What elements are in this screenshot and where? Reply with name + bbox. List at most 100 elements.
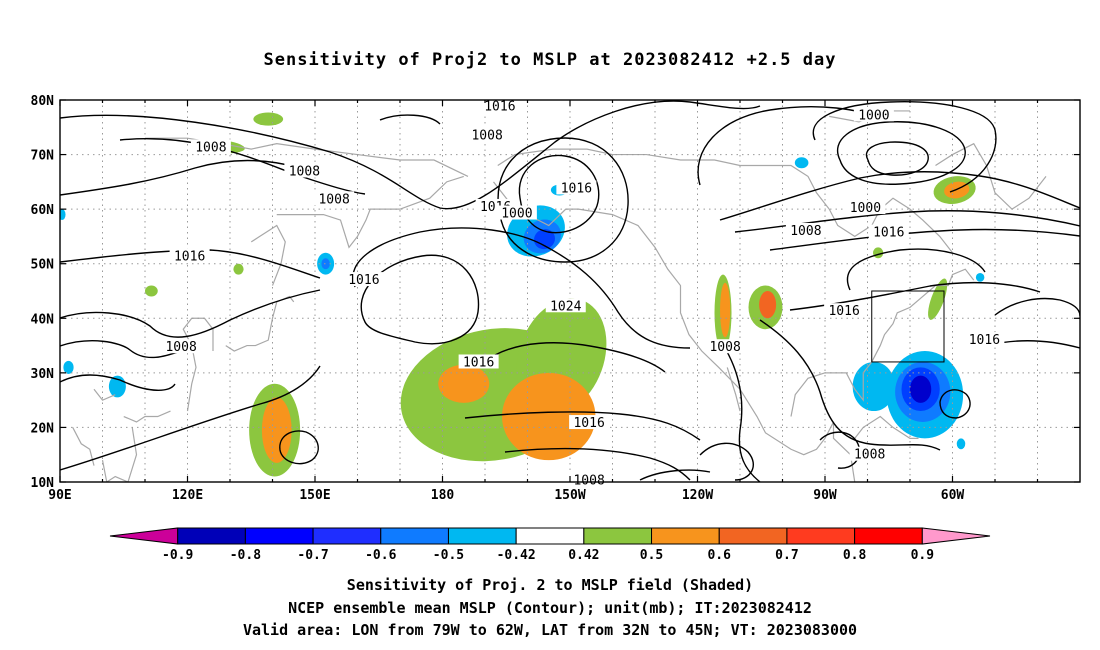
coastline (101, 427, 138, 482)
shading-blob (63, 360, 74, 374)
captions: Sensitivity of Proj. 2 to MSLP field (Sh… (0, 574, 1100, 642)
contour-line (865, 141, 929, 176)
colorbar-box (515, 527, 585, 545)
contour-line (279, 430, 319, 465)
colorbar-label: 0.7 (775, 548, 798, 563)
contour-label-bg (853, 107, 894, 122)
colorbar-label: -0.6 (365, 548, 396, 563)
lon-label: 90E (48, 488, 71, 503)
contour-label: 1016 (573, 416, 604, 431)
shading-blob (261, 397, 292, 463)
colorbar-box (312, 527, 382, 545)
contour-label: 1016 (561, 181, 592, 196)
contour-line (719, 171, 1080, 221)
colorbar-box (583, 527, 653, 545)
contour-labels: 1016 1008 1000 1008 1008 1008 1016 1016 1000 1000… (161, 98, 1005, 488)
lon-label: 120W (682, 488, 713, 503)
lon-label: 120E (172, 488, 203, 503)
coastline (250, 224, 286, 286)
colorbar-label: -0.7 (297, 548, 328, 563)
contour-line (759, 319, 941, 451)
contour-line (769, 228, 1080, 251)
shading-blob (145, 285, 158, 297)
contour-label-bg (169, 248, 210, 263)
contour-label-bg (458, 354, 499, 369)
contour-label: 1000 (858, 108, 889, 123)
contour-line (60, 365, 321, 471)
shading-blob (534, 229, 555, 250)
lon-label: 150W (554, 488, 585, 503)
contour-line (994, 297, 1080, 317)
valid-area-box (871, 290, 945, 363)
shading-blob (253, 112, 284, 126)
shading-blob (910, 375, 932, 403)
contour-line (812, 101, 997, 193)
colorbar-label: -0.9 (162, 548, 193, 563)
colorbar-label: -0.42 (497, 548, 536, 563)
lon-label: 180 (431, 488, 455, 503)
shading-blob (759, 291, 777, 319)
coastline (935, 142, 1047, 210)
contour-label-bg (824, 303, 865, 318)
map-figure: 1016 1008 1000 1008 1008 1008 1016 1016 1000 1000… (31, 94, 1081, 563)
contour-label: 1008 (195, 140, 226, 155)
contour-label: 1008 (165, 340, 196, 355)
coastline (72, 427, 95, 466)
lat-label: 50N (31, 258, 55, 273)
contour-line (719, 339, 761, 482)
sensitivity-shading (60, 112, 985, 477)
contour-label-bg (479, 98, 520, 113)
contour-line (379, 114, 441, 125)
contour-line (504, 447, 691, 481)
lat-label: 30N (31, 367, 55, 382)
contour-label: 1008 (573, 473, 604, 488)
colorbar-label: 0.42 (568, 548, 599, 563)
lat-label: 10N (31, 476, 55, 491)
coastline (123, 410, 171, 423)
caption-line-1: Sensitivity of Proj. 2 to MSLP field (Sh… (346, 576, 754, 594)
contour-label: 1016 (484, 100, 515, 115)
contour-label: 1008 (709, 340, 740, 355)
contour-label: 1016 (174, 250, 205, 265)
contour-label: 1008 (318, 192, 349, 207)
contour-line (352, 227, 691, 349)
colorbar-box (651, 527, 720, 545)
colorbar-right-triangle (921, 527, 991, 545)
contour-label-bg (964, 332, 1005, 347)
lon-label: 150E (299, 488, 330, 503)
shading-blob (438, 364, 490, 403)
colorbar-box (786, 527, 856, 545)
colorbar-label: -0.8 (230, 548, 261, 563)
colorbar-labels: -0.9 -0.8 -0.7 -0.6 -0.5 -0.42 0.42 0.5 0.6 0.7 0.… (162, 548, 934, 563)
contour-label: 1008 (854, 448, 885, 463)
axis-ticks (59, 99, 1080, 483)
contour-label-bg (190, 139, 231, 154)
contour-line (60, 289, 321, 338)
contour-line (497, 137, 629, 263)
contour-label-bg (569, 415, 610, 430)
contour-line (699, 442, 754, 481)
contour-label-bg (496, 205, 537, 220)
lon-label: 60W (941, 488, 965, 503)
coastline (276, 175, 464, 249)
colorbar-label: 0.8 (843, 548, 867, 563)
contour-line (518, 154, 600, 234)
coastline (726, 367, 741, 412)
colorbar-box (380, 527, 449, 545)
contour-label-bg (849, 446, 890, 461)
contour-label-bg (705, 339, 746, 354)
coastline (493, 181, 856, 482)
contour-line (360, 254, 480, 345)
contour-line (819, 431, 861, 469)
latitude-labels: 80N 70N 60N 50N 40N 30N 20N 10N (31, 94, 55, 491)
shading-blob (60, 209, 66, 221)
contour-label: 1024 (550, 299, 581, 314)
contour-label: 1016 (873, 226, 904, 241)
contour-label: 1016 (348, 273, 379, 288)
contour-line (60, 374, 176, 391)
contour-line (639, 469, 711, 481)
caption-line-2: NCEP ensemble mean MSLP (Contour); unit(… (288, 598, 812, 617)
colorbar-box (244, 527, 314, 545)
map-title: Sensitivity of Proj2 to MSLP at 20230824… (263, 50, 837, 70)
shading-blob (720, 282, 731, 338)
